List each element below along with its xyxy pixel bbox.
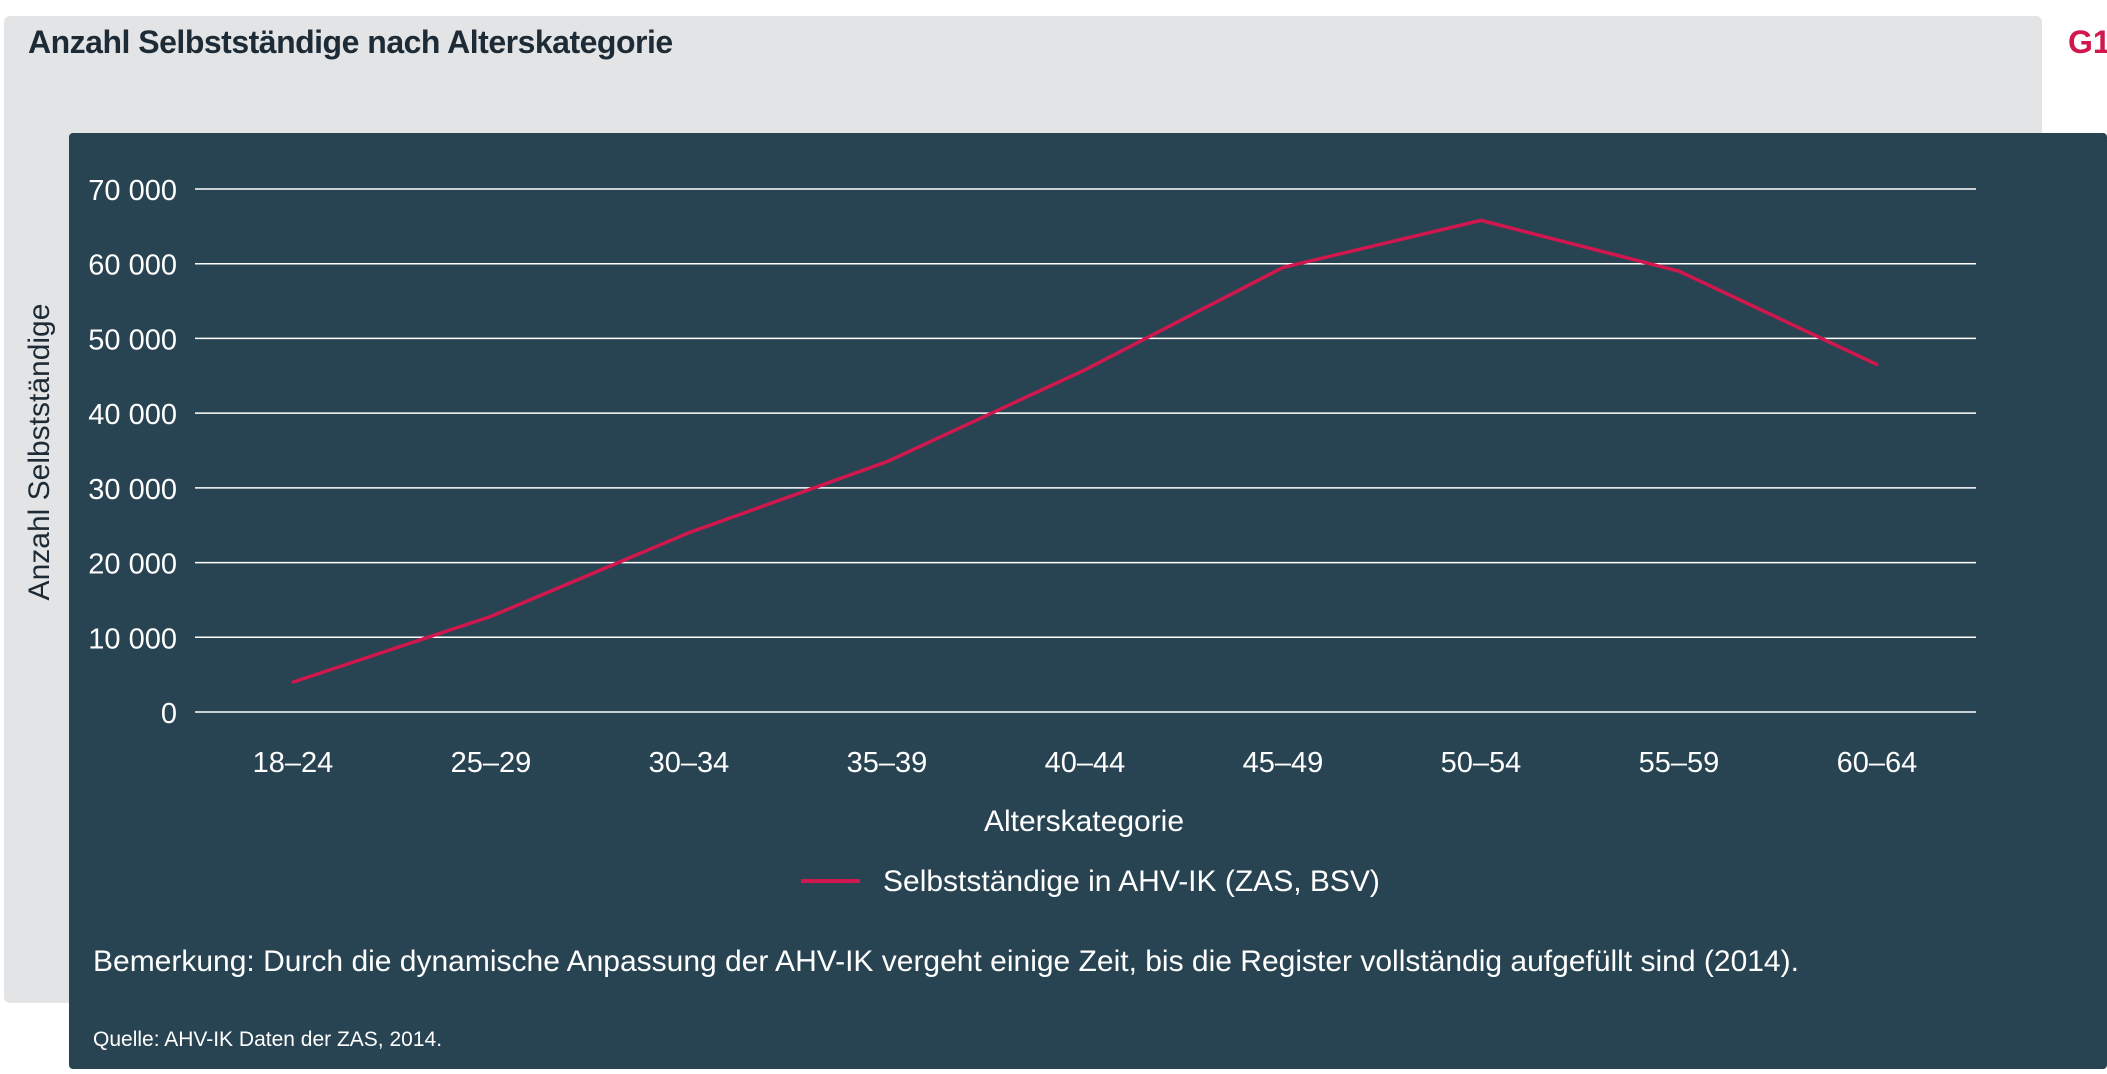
- x-tick-label: 25–29: [451, 747, 532, 779]
- remark-note: Bemerkung: Durch die dynamische Anpassun…: [93, 945, 1799, 978]
- y-tick-label: 60 000: [88, 250, 177, 282]
- series-line: [292, 218, 1878, 684]
- x-tick-label: 45–49: [1243, 747, 1324, 779]
- y-tick-label: 40 000: [88, 399, 177, 431]
- x-tick-label: 40–44: [1045, 747, 1126, 779]
- source-note: Quelle: AHV-IK Daten der ZAS, 2014.: [93, 1028, 443, 1051]
- y-tick-label: 70 000: [88, 175, 177, 207]
- y-tick-label: 0: [161, 698, 177, 730]
- x-tick-labels: 18–24 25–29 30–34 35–39 40–44 45–49 50–54 55–59…: [253, 747, 1918, 779]
- data-point: [291, 680, 295, 684]
- data-point: [1677, 269, 1681, 273]
- x-axis-label: Alterskategorie: [984, 805, 1184, 838]
- data-point: [885, 460, 889, 464]
- x-tick-label: 50–54: [1441, 747, 1522, 779]
- figure-tag: G1: [2068, 24, 2107, 60]
- data-point: [489, 614, 493, 618]
- y-tick-labels: 0 10 000 20 000 30 000 40 000 50 000 60 000 70 …: [88, 175, 177, 730]
- data-point: [1875, 363, 1879, 367]
- x-tick-label: 60–64: [1837, 747, 1918, 779]
- data-point: [1083, 368, 1087, 372]
- y-tick-label: 10 000: [88, 623, 177, 655]
- x-tick-label: 55–59: [1639, 747, 1720, 779]
- y-tick-label: 20 000: [88, 549, 177, 581]
- chart-panel: [69, 133, 2107, 1069]
- legend-label: Selbstständige in AHV-IK (ZAS, BSV): [883, 865, 1380, 898]
- y-axis-label: Anzahl Selbstständige: [23, 304, 56, 601]
- series-layer: [291, 218, 1879, 684]
- x-tick-label: 18–24: [253, 747, 334, 779]
- data-point: [1479, 218, 1483, 222]
- y-tick-label: 30 000: [88, 474, 177, 506]
- grid-layer: [195, 188, 1976, 713]
- chart-title: Anzahl Selbstständige nach Alterskategor…: [28, 24, 673, 60]
- x-tick-label: 30–34: [649, 747, 730, 779]
- x-tick-label: 35–39: [847, 747, 928, 779]
- data-point: [1281, 265, 1285, 269]
- data-point: [687, 531, 691, 535]
- y-tick-label: 50 000: [88, 324, 177, 356]
